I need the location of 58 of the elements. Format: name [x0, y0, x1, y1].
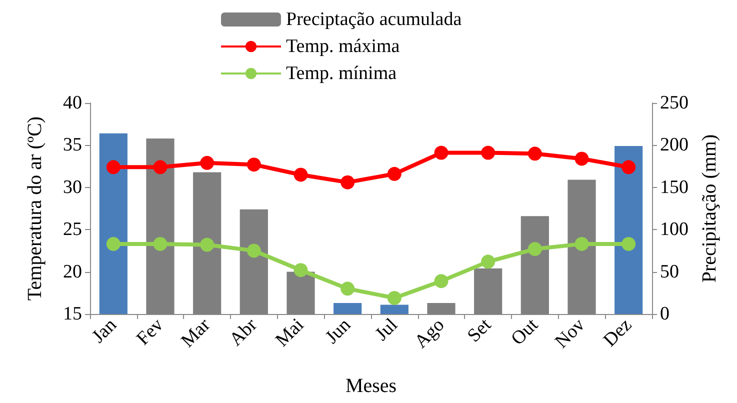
- bar: [614, 146, 643, 314]
- point: [153, 236, 168, 251]
- point: [246, 244, 261, 258]
- point: [574, 236, 589, 251]
- y-axis-title: Temperatura do ar (ºC): [24, 116, 46, 301]
- x-tick-label: Fev: [132, 314, 168, 350]
- legend-label: Temp. mínima: [286, 63, 398, 84]
- x-tick-label: Jun: [322, 314, 356, 348]
- point: [387, 166, 402, 181]
- y2-axis-title: Precipitação (mm): [698, 134, 720, 283]
- point: [528, 146, 542, 161]
- point: [106, 160, 120, 174]
- point: [434, 274, 448, 288]
- point: [574, 152, 589, 166]
- bar: [380, 304, 408, 314]
- x-tick-label: Set: [464, 314, 496, 347]
- point: [622, 160, 636, 174]
- x-tick-label: Mai: [272, 314, 308, 352]
- legend-label: Temp. máxima: [286, 36, 400, 57]
- point: [481, 146, 496, 160]
- x-tick-label: Nov: [551, 314, 590, 353]
- x-tick-label: Ago: [410, 314, 449, 353]
- y2-tick-label: 150: [660, 176, 688, 198]
- x-axis-title: Meses: [345, 375, 397, 397]
- point: [106, 236, 120, 251]
- point: [528, 242, 542, 256]
- point: [246, 158, 261, 172]
- y-tick-label: 25: [63, 219, 82, 240]
- y2-tick-label: 100: [660, 219, 688, 240]
- point: [481, 254, 496, 269]
- point: [294, 168, 308, 182]
- point: [200, 238, 214, 252]
- x-tick-label: Mar: [177, 314, 215, 352]
- y-tick-label: 30: [63, 176, 82, 198]
- legend-label: Preciptação acumulada: [286, 9, 462, 30]
- y-tick-label: 20: [63, 261, 82, 282]
- point: [340, 282, 355, 296]
- point: [434, 146, 448, 160]
- y2-tick-label: 200: [660, 134, 688, 156]
- point: [340, 175, 355, 190]
- point: [387, 290, 402, 305]
- bar: [334, 303, 362, 314]
- y-tick-label: 40: [63, 92, 82, 114]
- x-tick-label: Dez: [600, 314, 636, 352]
- y2-tick-label: 250: [660, 92, 688, 114]
- point: [294, 263, 308, 278]
- x-tick-label: Out: [507, 314, 543, 350]
- y2-tick-label: 50: [660, 261, 679, 282]
- x-tick-label: Jan: [88, 314, 122, 348]
- point: [153, 160, 168, 174]
- bar: [99, 133, 128, 314]
- point: [622, 236, 636, 251]
- y-tick-label: 15: [63, 304, 82, 324]
- y2-tick-label: 0: [660, 304, 670, 324]
- x-tick-label: Abr: [226, 314, 262, 350]
- point: [200, 156, 214, 170]
- y-tick-label: 35: [63, 134, 82, 156]
- x-tick-label: Jul: [371, 314, 402, 346]
